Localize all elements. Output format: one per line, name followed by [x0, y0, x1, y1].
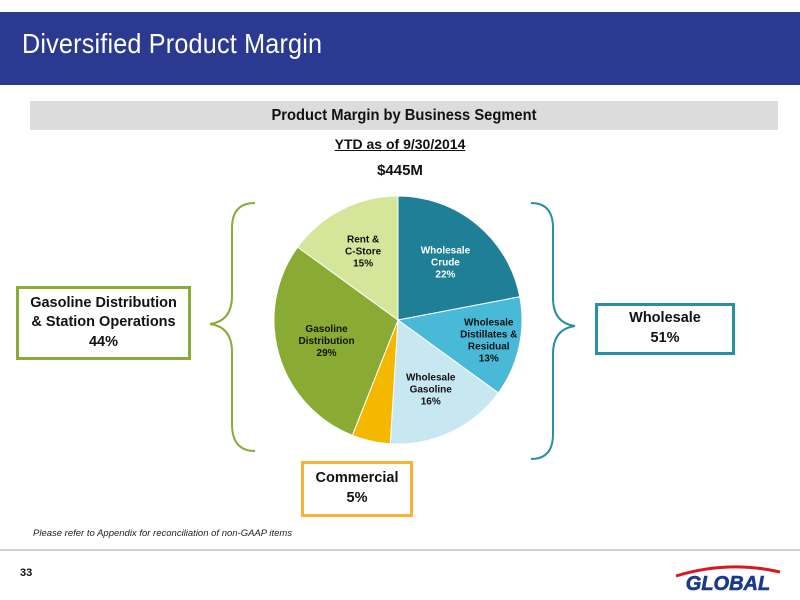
pie-label-line: Distribution — [298, 336, 354, 347]
chart-title-band — [30, 101, 778, 130]
pie-label-line: 16% — [421, 397, 441, 408]
callout-commercial-line1: Commercial — [315, 470, 399, 487]
braces — [209, 202, 576, 460]
pie-slice-1 — [396, 296, 523, 394]
global-logo: GLOBAL — [675, 565, 781, 594]
right-brace — [530, 202, 576, 460]
page-title: Diversified Product Margin — [22, 28, 323, 59]
callout-wholesale-value: 51% — [650, 330, 680, 346]
pie-label-2: Wholesale Gasoline 16% — [406, 373, 456, 408]
pie-slice-4 — [273, 246, 399, 436]
callout-gasoline-distribution: Gasoline Distribution & Station Operatio… — [16, 286, 191, 360]
left-brace — [209, 202, 256, 452]
pie-label-5: Rent & C-Store 15% — [345, 234, 382, 269]
pie-label-line: Wholesale — [421, 246, 471, 257]
pie-label-line: Rent & — [347, 234, 379, 245]
pie-label-line: C-Store — [345, 246, 382, 257]
pie-slices — [273, 195, 523, 445]
pie-label-1: Wholesale Distillates & Residual 13% — [460, 317, 517, 364]
chart-title: Product Margin by Business Segment — [271, 107, 537, 124]
footnote: Please refer to Appendix for reconciliat… — [33, 528, 293, 539]
callout-gasoline-value: 44% — [88, 333, 119, 350]
header-bar — [0, 12, 800, 85]
callout-wholesale: Wholesale 51% — [595, 303, 735, 355]
pie-label-line: 13% — [479, 353, 499, 364]
pie-label-line: Wholesale — [464, 317, 514, 328]
pie-label-4: Gasoline Distribution 29% — [298, 324, 354, 359]
callout-gasoline-line2: & Station Operations — [31, 314, 176, 331]
callout-gasoline-line1: Gasoline Distribution — [30, 294, 177, 311]
pie-slice-0 — [397, 195, 521, 321]
pie-labels: Wholesale Crude 22%Wholesale Distillates & R… — [298, 234, 517, 407]
pie-label-line: Crude — [431, 258, 460, 269]
pie-label-0: Wholesale Crude 22% — [421, 246, 471, 281]
pie-label-line: 15% — [353, 258, 373, 269]
callout-wholesale-line1: Wholesale — [629, 310, 701, 327]
callout-commercial: Commercial 5% — [301, 461, 413, 517]
logo-text: GLOBAL — [686, 573, 770, 594]
callout-commercial-value: 5% — [346, 490, 368, 506]
pie-label-line: 22% — [435, 270, 455, 281]
footer-divider — [0, 549, 800, 551]
pie-slice-5 — [296, 195, 399, 321]
logo-swoosh — [675, 565, 781, 578]
pie-label-line: Gasoline — [410, 385, 453, 396]
chart-total: $445M — [377, 162, 423, 179]
pie-label-line: Gasoline — [305, 324, 348, 335]
pie-label-line: Residual — [468, 341, 510, 352]
pie-label-line: Distillates & — [460, 329, 517, 340]
pie-label-line: 29% — [317, 348, 337, 359]
chart-subtitle: YTD as of 9/30/2014 — [334, 136, 466, 152]
page-number: 33 — [20, 567, 33, 579]
pie-label-line: Wholesale — [406, 373, 456, 384]
pie-slice-2 — [389, 319, 500, 445]
